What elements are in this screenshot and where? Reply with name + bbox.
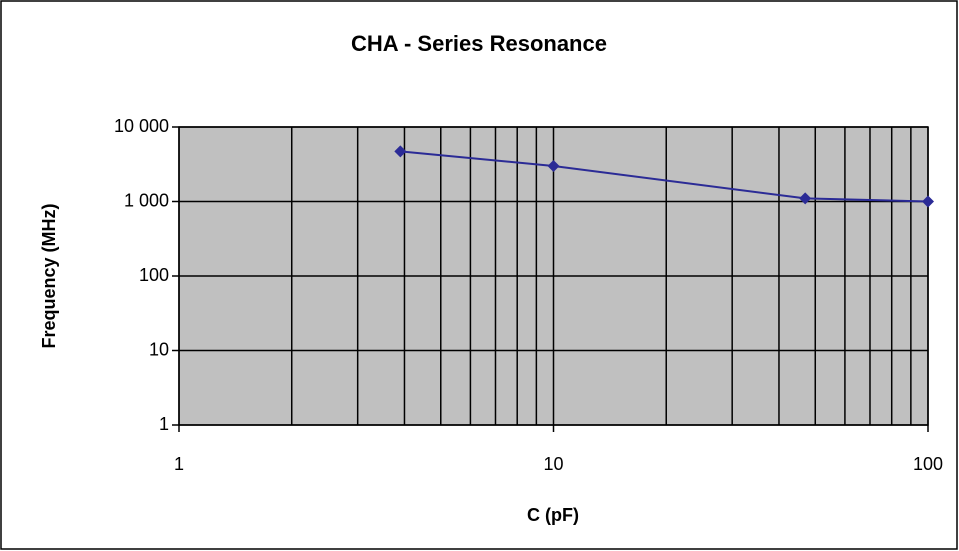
line [400,150,929,203]
x-tick-label: 10 [543,454,563,474]
chart-title: CHA - Series Resonance [351,31,607,56]
y-tick-label: 10 [149,339,169,359]
y-axis-label: Frequency (MHz) [39,203,59,348]
x-tick-label: 1 [174,454,184,474]
y-tick-label: 1 000 [124,190,169,210]
y-tick-label: 100 [139,265,169,285]
x-tick-label: 100 [913,454,943,474]
marker [394,145,407,158]
marker [799,192,812,205]
marker [922,195,934,208]
marker [547,159,560,172]
y-tick-label: 10 000 [114,116,169,136]
y-tick-label: 1 [159,414,169,434]
x-axis-label: C (pF) [527,505,579,525]
